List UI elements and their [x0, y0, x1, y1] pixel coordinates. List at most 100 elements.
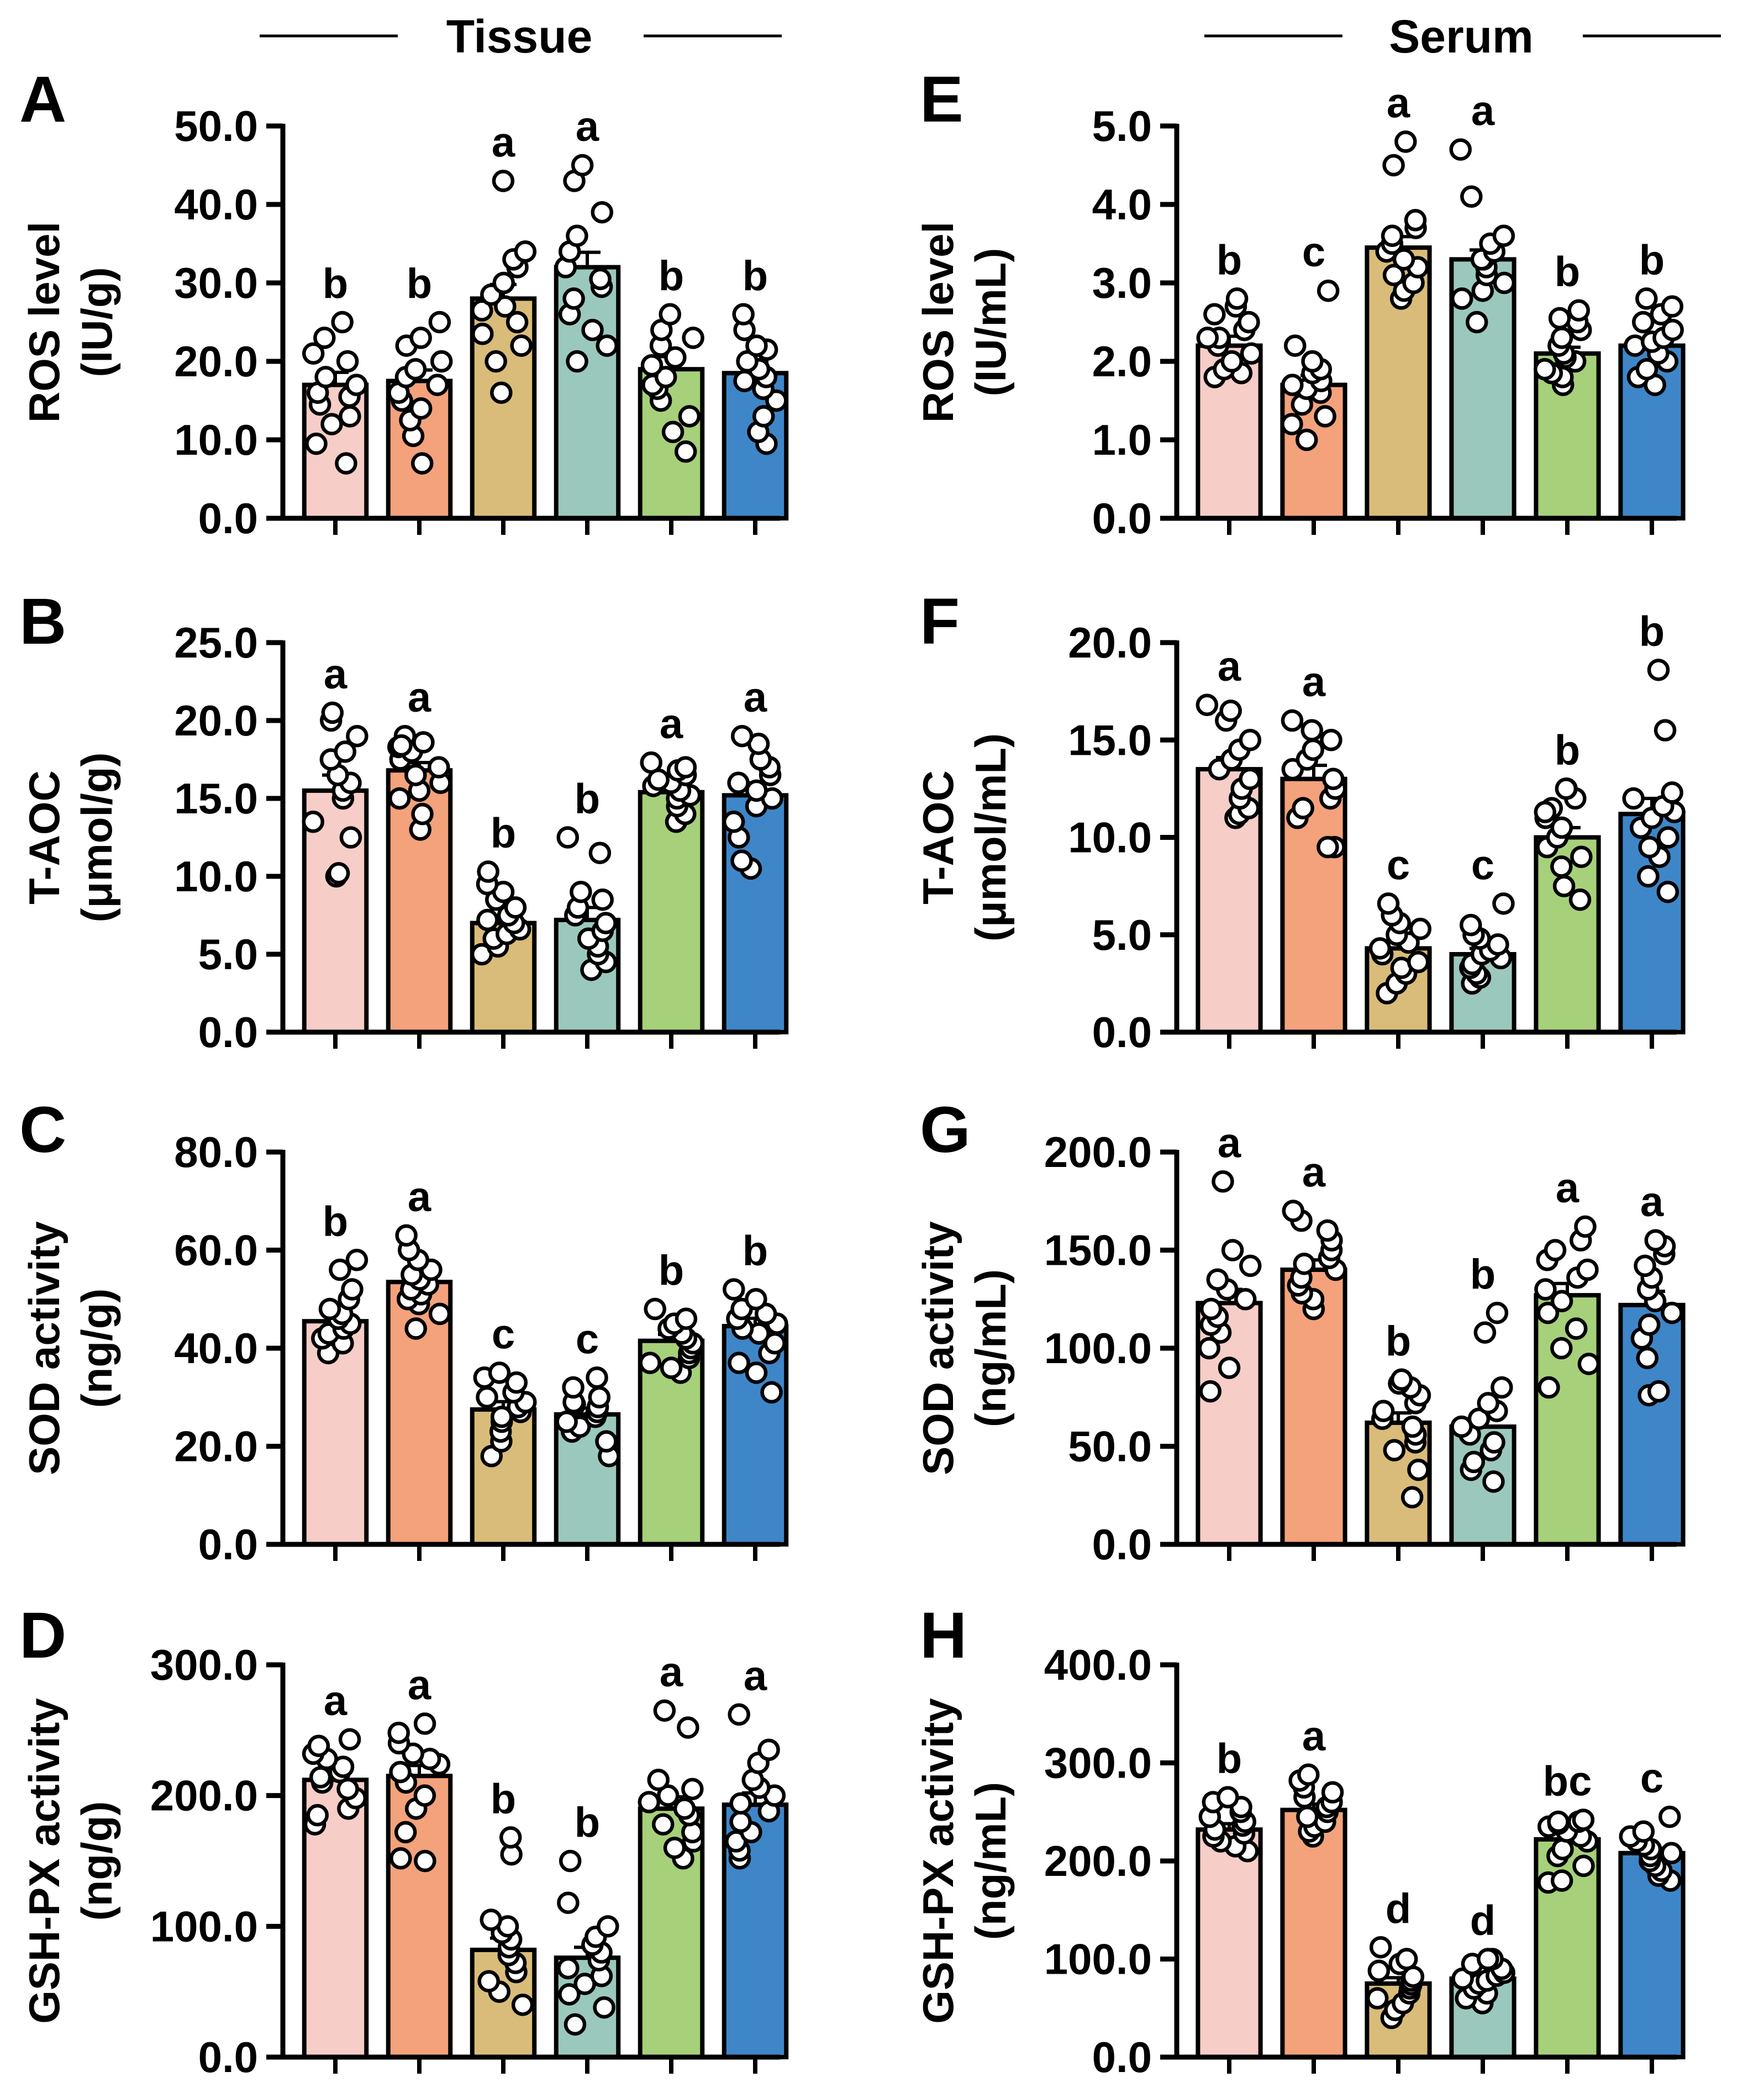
data-point: [1462, 1450, 1486, 1474]
data-point: [1367, 1959, 1391, 1983]
data-points-group-1: [311, 1249, 368, 1365]
data-points-group-1: [1196, 287, 1263, 388]
data-points-group-6: [1622, 659, 1686, 903]
data-point: [1661, 318, 1684, 341]
data-point: [1369, 1936, 1392, 1959]
y-tick-label: 0.0: [1092, 494, 1152, 543]
panel-b: B T-AOC (μmol/g) a a b b a a 0.0 5.0 10.0 15.0 20.0 25…: [19, 585, 789, 1056]
y-axis-label-line-1: SOD activity: [20, 1221, 69, 1475]
data-points-group-3: [1371, 1368, 1431, 1509]
data-point: [389, 1847, 412, 1870]
y-axis-label: SOD activity (ng/mL): [914, 1221, 1015, 1475]
data-point: [557, 1891, 580, 1914]
y-tick-label: 0.0: [198, 494, 258, 543]
data-point: [736, 350, 759, 373]
data-point: [471, 323, 494, 345]
data-point: [390, 734, 413, 757]
data-point: [306, 1803, 329, 1827]
significance-letter: bc: [1543, 1758, 1592, 1805]
y-tick-label: 100.0: [1044, 1935, 1152, 1984]
data-points-group-4: [1451, 1948, 1515, 2015]
significance-letter: d: [1470, 1897, 1496, 1944]
data-point: [1656, 880, 1679, 903]
data-points-group-3: [477, 1826, 534, 2016]
data-point: [745, 334, 768, 357]
significance-letter: b: [1217, 1736, 1242, 1782]
data-point: [480, 1908, 502, 1931]
data-points-group-2: [1288, 1763, 1344, 1848]
data-points-group-5: [640, 303, 704, 463]
y-tick-label: 300.0: [1044, 1739, 1152, 1787]
data-point: [647, 768, 670, 791]
data-point: [1632, 1820, 1655, 1843]
data-point: [327, 862, 350, 885]
data-point: [757, 1738, 780, 1762]
panel-letter: E: [920, 63, 963, 136]
data-point: [1552, 875, 1576, 897]
data-points-group-3: [1375, 130, 1429, 310]
significance-letter: c: [1387, 842, 1410, 888]
data-point: [1206, 1268, 1229, 1291]
y-axis-label-line-2: (IU/mL): [966, 248, 1015, 397]
data-point: [428, 311, 451, 334]
data-point: [1548, 307, 1571, 330]
y-tick-label: 100.0: [150, 1902, 258, 1950]
data-point: [663, 1837, 686, 1859]
data-point: [394, 1821, 417, 1844]
data-point: [427, 756, 450, 779]
data-point: [1565, 1317, 1588, 1340]
data-point: [1314, 405, 1336, 428]
data-point: [388, 787, 411, 810]
data-points-group-2: [387, 311, 453, 475]
data-points-group-2: [1282, 1200, 1347, 1321]
panel-letter: F: [920, 585, 960, 658]
header-serum-title: Serum: [1389, 10, 1533, 62]
data-point: [562, 287, 585, 310]
data-point: [339, 405, 361, 428]
panel-letter: C: [19, 1093, 66, 1166]
data-points-group-3: [470, 860, 531, 966]
data-points-group-3: [473, 1361, 537, 1468]
data-point: [659, 303, 682, 326]
data-point: [596, 334, 618, 357]
significance-letter: a: [408, 674, 431, 721]
data-point: [591, 201, 614, 224]
data-point: [1493, 271, 1516, 295]
data-point: [1382, 154, 1405, 177]
data-point: [586, 1366, 608, 1389]
data-point: [1451, 287, 1473, 310]
data-point: [1550, 816, 1573, 839]
significance-letter: b: [659, 1247, 684, 1294]
y-tick-label: 0.0: [1092, 2033, 1152, 2081]
panel-letter: H: [920, 1599, 967, 1672]
y-tick-label: 10.0: [174, 416, 258, 464]
data-point: [329, 1258, 351, 1281]
y-tick-label: 5.0: [1092, 102, 1152, 150]
significance-letter: b: [659, 253, 684, 299]
data-point: [1203, 303, 1226, 326]
data-point: [562, 1376, 585, 1399]
y-tick-label: 15.0: [174, 774, 258, 823]
data-point: [1572, 1808, 1595, 1831]
data-point: [1550, 1869, 1573, 1892]
data-point: [476, 1386, 498, 1408]
data-point: [1534, 801, 1557, 823]
header-tissue-title: Tissue: [446, 10, 593, 62]
data-point: [492, 170, 515, 192]
data-point: [1317, 279, 1340, 302]
data-point: [1661, 295, 1684, 318]
y-axis-label: T-AOC (μmol/mL): [914, 733, 1015, 942]
panel-h: H GSH-PX activity (ng/mL) b a d d bc c 0.0 100.0 20…: [914, 1599, 1686, 2081]
data-point: [1322, 767, 1345, 790]
data-point: [485, 350, 507, 373]
data-points-group-6: [722, 724, 783, 880]
data-point: [471, 299, 493, 322]
y-axis-label-line-1: ROS level: [20, 222, 69, 423]
data-point: [664, 346, 687, 369]
data-point: [1196, 327, 1219, 349]
y-tick-label: 4.0: [1092, 180, 1152, 229]
data-point: [1465, 311, 1488, 334]
data-point: [410, 452, 434, 475]
data-point: [559, 1849, 582, 1873]
significance-letter: a: [744, 674, 767, 721]
